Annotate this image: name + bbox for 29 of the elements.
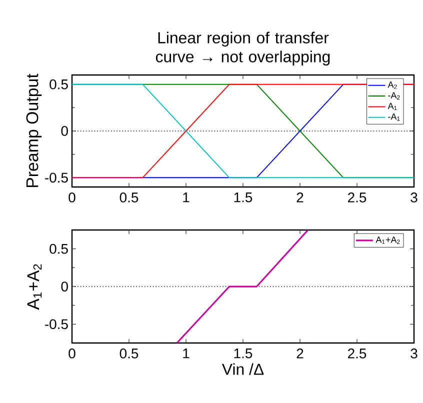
x-tick-label: 2: [296, 348, 304, 358]
y-tick-label: -0.5: [45, 319, 68, 330]
y-tick-label: 0: [61, 126, 68, 136]
x-tick-label: 0.5: [120, 192, 138, 202]
y-tick-label: 0: [61, 282, 68, 292]
x-tick-label: 2.5: [348, 348, 366, 358]
x-tick-label: 1: [183, 192, 190, 202]
x-tick-label: 3: [410, 348, 418, 358]
x-axis-title: Vin /Δ: [222, 363, 264, 375]
x-tick-label: 1: [183, 348, 190, 358]
x-tick-label: 2: [296, 192, 304, 202]
y-axis-title: A$_{1}$+A$_{2}$: [27, 264, 42, 310]
chart-title: Linear region of transfer curve → not overlapping: [156, 32, 330, 66]
legend-label: A$_{2}$: [388, 82, 397, 89]
x-tick-label: 1.5: [234, 348, 252, 358]
x-tick-label: 0.5: [120, 348, 138, 358]
legend-label: A$_{1}$+A$_{2}$: [376, 236, 400, 244]
legend-label: A$_{1}$: [388, 102, 397, 110]
x-tick-label: 0: [68, 192, 76, 202]
y-tick-label: -0.5: [45, 172, 68, 183]
x-tick-label: 3: [410, 192, 418, 202]
x-tick-label: 0: [68, 348, 76, 358]
legend-label: -A$_{2}$: [388, 92, 400, 100]
y-axis-title: Preamp Output: [26, 74, 42, 188]
x-tick-label: 1.5: [234, 192, 252, 202]
y-tick-label: 0.5: [50, 244, 68, 254]
x-tick-label: 2.5: [348, 192, 366, 202]
legend-label: -A$_{1}$: [388, 114, 400, 121]
y-tick-label: 0.5: [50, 79, 68, 90]
